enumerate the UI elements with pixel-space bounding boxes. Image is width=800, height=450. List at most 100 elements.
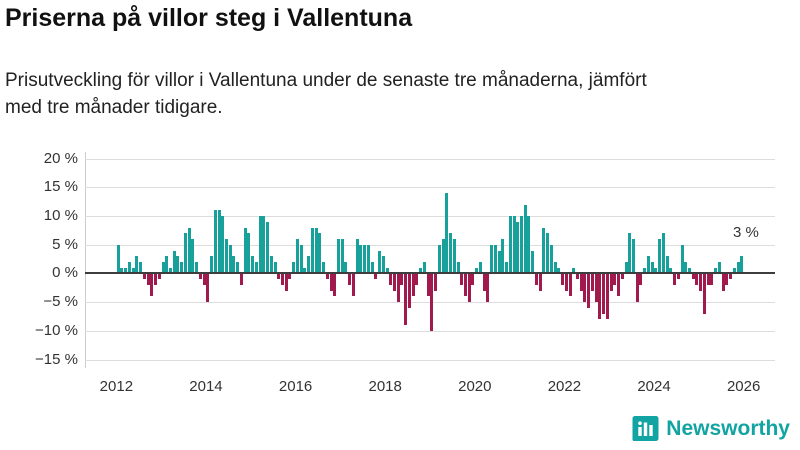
bar [303, 267, 307, 274]
bar [687, 267, 691, 274]
y-axis: 20 % 15 % 10 % 5 % 0 % −5 % −10 % −15 % [0, 150, 78, 374]
bar [295, 239, 299, 274]
bar [161, 262, 165, 274]
bar [449, 233, 453, 274]
bar [288, 273, 292, 280]
bar [322, 262, 326, 274]
bar [176, 256, 180, 274]
bar [516, 221, 520, 274]
bar [643, 267, 647, 274]
bar [676, 273, 680, 280]
bar [419, 267, 423, 274]
bar [355, 239, 359, 274]
bar [426, 273, 430, 297]
bar [165, 256, 169, 274]
x-tick-label: 2026 [726, 378, 761, 395]
bar [329, 273, 333, 291]
bar [598, 273, 602, 320]
bar [575, 273, 579, 280]
gridline [85, 216, 775, 218]
bar [437, 244, 441, 274]
bar [348, 273, 352, 285]
bar [400, 273, 404, 285]
bar [127, 262, 131, 274]
bar [441, 239, 445, 274]
gridline [85, 359, 775, 361]
bar [736, 262, 740, 274]
x-tick-label: 2018 [368, 378, 402, 395]
bar [385, 267, 389, 274]
bar [714, 267, 718, 274]
bar [434, 273, 438, 291]
bar [266, 221, 270, 274]
bar [236, 262, 240, 274]
bar [210, 256, 214, 274]
bar [538, 273, 542, 291]
bar [340, 239, 344, 274]
bar [206, 273, 210, 303]
bar [646, 256, 650, 274]
bar [669, 267, 673, 274]
bar [157, 273, 161, 280]
bar [277, 273, 281, 280]
bar [247, 233, 251, 274]
x-tick-label: 2016 [278, 378, 313, 395]
bar [337, 239, 341, 274]
bar [374, 273, 378, 280]
bar [650, 262, 654, 274]
bar [531, 250, 535, 274]
bar [378, 250, 382, 274]
bar [307, 256, 311, 274]
y-tick-label: 5 % [52, 235, 78, 253]
bar [404, 273, 408, 326]
bar [546, 233, 550, 274]
bar [116, 244, 120, 274]
bar [363, 244, 367, 274]
bar [225, 239, 228, 274]
x-tick-label: 2012 [99, 378, 134, 395]
bar [564, 273, 568, 291]
bar [344, 262, 348, 274]
bar [590, 273, 594, 291]
price-chart: 20 % 15 % 10 % 5 % 0 % −5 % −10 % −15 % 3 % 201… [0, 150, 775, 395]
bar [213, 210, 217, 274]
bar [254, 262, 258, 274]
bar [673, 273, 677, 285]
bar [396, 273, 400, 303]
bar [478, 262, 482, 274]
bar [258, 216, 262, 274]
bar [587, 273, 591, 308]
bar [605, 273, 609, 320]
bar [251, 256, 255, 274]
bar [243, 227, 247, 274]
y-tick-label: −15 % [35, 350, 78, 368]
bar [131, 267, 135, 274]
bar [195, 262, 199, 274]
bar [351, 273, 355, 297]
bar [325, 273, 329, 280]
bar [180, 262, 184, 274]
bar [635, 273, 639, 303]
bar [415, 273, 419, 285]
bar [411, 273, 415, 297]
bar [281, 273, 285, 285]
bar [471, 273, 475, 285]
y-tick-label: 20 % [43, 149, 78, 167]
bar [232, 256, 236, 274]
x-tick-label: 2014 [189, 378, 223, 395]
bar [463, 273, 467, 297]
bar [505, 262, 509, 274]
newsworthy-wordmark: Newsworthy [666, 416, 790, 440]
bar [523, 204, 527, 274]
bar [169, 267, 172, 274]
bar [150, 273, 154, 297]
bar [430, 273, 434, 331]
bar [620, 273, 624, 280]
y-axis-line [85, 152, 86, 368]
bar [146, 273, 150, 285]
plot-area: 3 % [85, 150, 775, 374]
bar [262, 216, 266, 274]
bar [699, 273, 703, 291]
bar [602, 273, 606, 314]
